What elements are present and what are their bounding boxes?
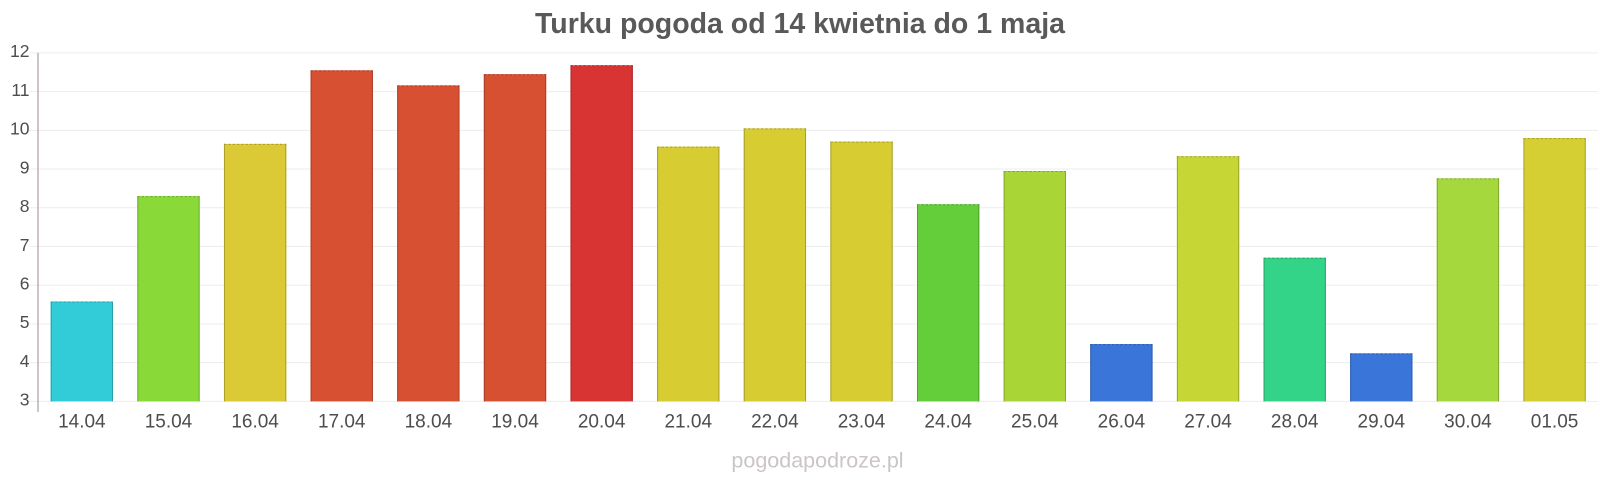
svg-text:01.05: 01.05 [1531, 412, 1579, 433]
svg-text:11: 11 [11, 80, 29, 100]
svg-text:30.04: 30.04 [1444, 412, 1492, 433]
svg-text:6: 6 [20, 274, 30, 294]
svg-text:23.04: 23.04 [838, 412, 886, 433]
svg-text:20.04: 20.04 [578, 412, 626, 433]
svg-text:22.04: 22.04 [751, 412, 799, 433]
svg-text:16.04: 16.04 [231, 412, 279, 433]
svg-text:3: 3 [20, 390, 30, 410]
svg-text:12: 12 [10, 41, 29, 61]
svg-text:8: 8 [20, 196, 30, 216]
svg-text:19.04: 19.04 [491, 412, 539, 433]
svg-text:15.04: 15.04 [145, 412, 193, 433]
svg-text:27.04: 27.04 [1184, 412, 1232, 433]
svg-text:21.04: 21.04 [664, 412, 712, 433]
svg-text:17.04: 17.04 [318, 412, 366, 433]
svg-text:29.04: 29.04 [1358, 412, 1406, 433]
svg-text:25.04: 25.04 [1011, 412, 1059, 433]
svg-text:9: 9 [20, 157, 30, 177]
svg-text:28.04: 28.04 [1271, 412, 1319, 433]
svg-text:7: 7 [20, 235, 30, 255]
svg-text:pogodapodroze.pl: pogodapodroze.pl [731, 449, 903, 473]
svg-text:4: 4 [20, 351, 30, 371]
svg-text:14.04: 14.04 [58, 412, 106, 433]
svg-text:5: 5 [20, 312, 30, 332]
svg-text:18.04: 18.04 [405, 412, 453, 433]
svg-text:10: 10 [10, 119, 30, 139]
svg-text:Turku pogoda od 14 kwietnia do: Turku pogoda od 14 kwietnia do 1 maja [535, 8, 1066, 40]
svg-text:26.04: 26.04 [1098, 412, 1146, 433]
svg-text:24.04: 24.04 [924, 412, 972, 433]
